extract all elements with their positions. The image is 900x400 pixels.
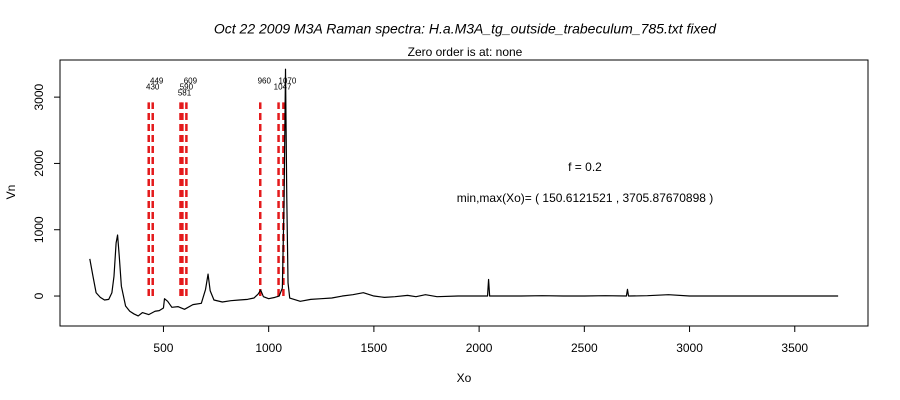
- x-tick-label: 1500: [361, 341, 388, 355]
- chart-title: Oct 22 2009 M3A Raman spectra: H.a.M3A_t…: [214, 21, 717, 37]
- y-axis-label: Vn: [4, 185, 18, 200]
- peak-label: 609: [184, 77, 198, 86]
- peak-label: 430: [146, 83, 160, 92]
- x-tick-label: 2000: [466, 341, 493, 355]
- annotation: min,max(Xo)= ( 150.6121521 , 3705.876708…: [457, 191, 714, 205]
- peak-label: 960: [258, 77, 272, 86]
- peak-label: 1047: [274, 83, 292, 92]
- x-tick-label: 3000: [676, 341, 703, 355]
- peak-label: 590: [180, 83, 194, 92]
- x-tick-label: 2500: [571, 341, 598, 355]
- peak-label: 1070: [279, 77, 297, 86]
- peak-label: 581: [178, 89, 192, 98]
- x-tick-label: 500: [153, 341, 173, 355]
- peak-label: 449: [150, 77, 164, 86]
- y-tick-label: 1000: [32, 216, 46, 243]
- spectrum-line: [89, 68, 839, 317]
- x-tick-label: 3500: [781, 341, 808, 355]
- y-tick-label: 0: [32, 292, 46, 299]
- x-tick-label: 1000: [255, 341, 282, 355]
- subtitle: Zero order is at: none: [408, 45, 523, 59]
- annotation: f = 0.2: [568, 160, 602, 174]
- plot-frame: [59, 59, 869, 327]
- y-tick-label: 3000: [32, 83, 46, 110]
- x-axis-label: Xo: [457, 371, 472, 385]
- y-tick-label: 2000: [32, 150, 46, 177]
